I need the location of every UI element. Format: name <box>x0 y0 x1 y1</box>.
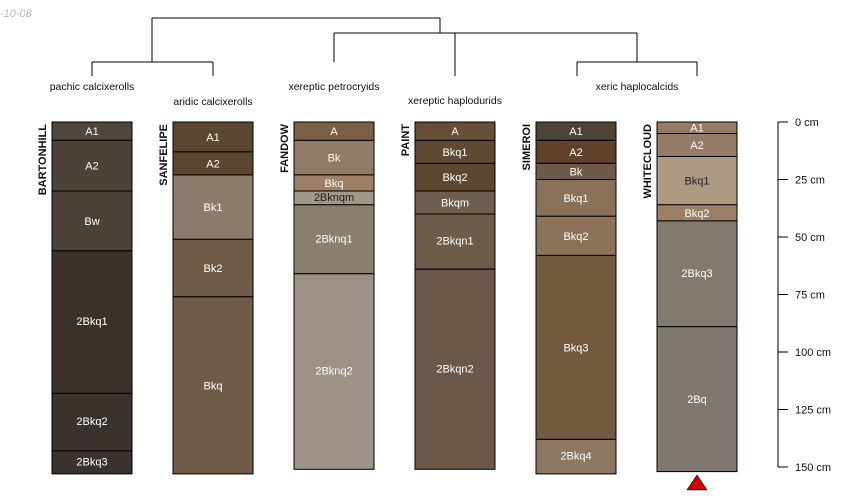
horizon-label: Bkq1 <box>563 193 588 205</box>
horizon-label: Bkq2 <box>684 208 709 220</box>
horizon-label: 2Bkqn2 <box>436 363 473 375</box>
soil-profile-fandow: A Bk Bkq 2Bknqm 2Bknq1 2Bknq2 FANDOW <box>279 121 375 470</box>
horizon-label: 2Bknqm <box>314 192 354 204</box>
horizon-label: A1 <box>690 123 703 135</box>
taxon-label: xereptic petrocryids <box>288 81 379 93</box>
warning-marker-icon <box>686 474 708 491</box>
horizon-block[interactable] <box>172 238 254 298</box>
horizon-block[interactable] <box>51 392 133 452</box>
horizon-block[interactable] <box>414 162 496 192</box>
horizon-block[interactable] <box>51 450 133 475</box>
horizon-block[interactable] <box>535 438 617 475</box>
horizon-block[interactable] <box>293 139 375 176</box>
axis-tick-label: 0 cm <box>795 117 819 129</box>
horizon-block[interactable] <box>656 156 738 206</box>
horizon-block[interactable] <box>535 254 617 440</box>
horizon-label: Bk1 <box>204 202 223 214</box>
horizon-label: Bkqm <box>441 197 469 209</box>
axis-tick-label: 25 cm <box>795 175 825 187</box>
profile-name: SIMEROI <box>521 124 533 170</box>
horizon-label: Bkq3 <box>563 342 588 354</box>
horizon-label: 2Bkq1 <box>76 316 107 328</box>
soil-profile-bartonhill: A1 A2 Bw 2Bkq1 2Bkq2 2Bkq3 BARTONHILL <box>37 121 133 475</box>
horizon-block[interactable] <box>293 204 375 275</box>
horizon-label: Bk <box>570 166 583 178</box>
date-stamp: -10-08 <box>0 8 32 20</box>
horizon-block[interactable] <box>656 220 738 328</box>
horizon-label: A2 <box>569 147 582 159</box>
horizon-label: A <box>330 126 338 138</box>
horizon-label: Bw <box>84 216 99 228</box>
profile-name: FANDOW <box>279 123 291 173</box>
profile-name: BARTONHILL <box>37 124 49 196</box>
horizon-label: 2Bkqn1 <box>436 236 473 248</box>
horizon-label: 2Bkq3 <box>681 268 712 280</box>
horizon-label: Bkq2 <box>563 231 588 243</box>
horizon-label: Bkq1 <box>442 147 467 159</box>
horizon-label: 2Bknq2 <box>315 366 352 378</box>
soil-profile-whitecloud: A1 A2 Bkq1 Bkq2 2Bkq3 2Bq WHITECLOUD <box>642 121 738 473</box>
axis-tick-label: 50 cm <box>795 232 825 244</box>
soil-profile-sanfelipe: A1 A2 Bk1 Bk2 Bkq SANFELIPE <box>158 121 254 475</box>
soil-profile-simeroi: A1 A2 Bk Bkq1 Bkq2 Bkq3 2Bkq4 SIMEROI <box>521 121 617 475</box>
horizon-block[interactable] <box>414 268 496 470</box>
profile-name: SANFELIPE <box>158 124 170 186</box>
horizon-block[interactable] <box>172 296 254 475</box>
profile-name: PAINT <box>400 124 412 156</box>
taxon-label: xeric haplocalcids <box>596 81 679 93</box>
horizon-label: Bkq2 <box>442 172 467 184</box>
horizon-label: 2Bkq4 <box>560 451 591 463</box>
horizon-label: Bkq <box>325 178 344 190</box>
horizon-label: Bk2 <box>204 263 223 275</box>
profile-name: WHITECLOUD <box>642 124 654 199</box>
horizon-label: A1 <box>206 132 219 144</box>
horizon-label: A2 <box>206 158 219 170</box>
horizon-label: A <box>451 126 459 138</box>
horizon-label: A2 <box>690 140 703 152</box>
depth-axis: 0 cm 25 cm 50 cm 75 cm 100 cm 125 cm 150 cm <box>777 117 831 474</box>
horizon-label: 2Bkq2 <box>76 416 107 428</box>
axis-tick-label: 150 cm <box>795 462 831 474</box>
horizon-label: A1 <box>569 126 582 138</box>
horizon-label: Bkq1 <box>684 176 709 188</box>
horizon-block[interactable] <box>414 213 496 270</box>
axis-tick-label: 125 cm <box>795 405 831 417</box>
horizon-label: 2Bkq3 <box>76 456 107 468</box>
horizon-block[interactable] <box>172 174 254 240</box>
horizon-block[interactable] <box>172 121 254 153</box>
taxon-label: xereptic haplodurids <box>408 95 502 107</box>
soil-profile-paint: A Bkq1 Bkq2 Bkqm 2Bkqn1 2Bkqn2 PAINT <box>400 121 496 470</box>
horizon-label: 2Bq <box>687 394 707 406</box>
horizon-label: Bkq <box>204 380 223 392</box>
axis-tick-label: 75 cm <box>795 290 825 302</box>
horizon-block[interactable] <box>293 273 375 470</box>
horizon-block[interactable] <box>535 215 617 256</box>
taxon-label: aridic calcixerolls <box>173 96 252 108</box>
horizon-block[interactable] <box>656 326 738 473</box>
horizon-label: A2 <box>85 161 98 173</box>
horizon-block[interactable] <box>535 179 617 217</box>
taxon-label: pachic calcixerolls <box>50 81 135 93</box>
horizon-label: 2Bknq1 <box>315 233 352 245</box>
horizon-label: Bk <box>328 153 341 165</box>
dendrogram <box>91 17 698 76</box>
horizon-label: A1 <box>85 126 98 138</box>
axis-tick-label: 100 cm <box>795 347 831 359</box>
